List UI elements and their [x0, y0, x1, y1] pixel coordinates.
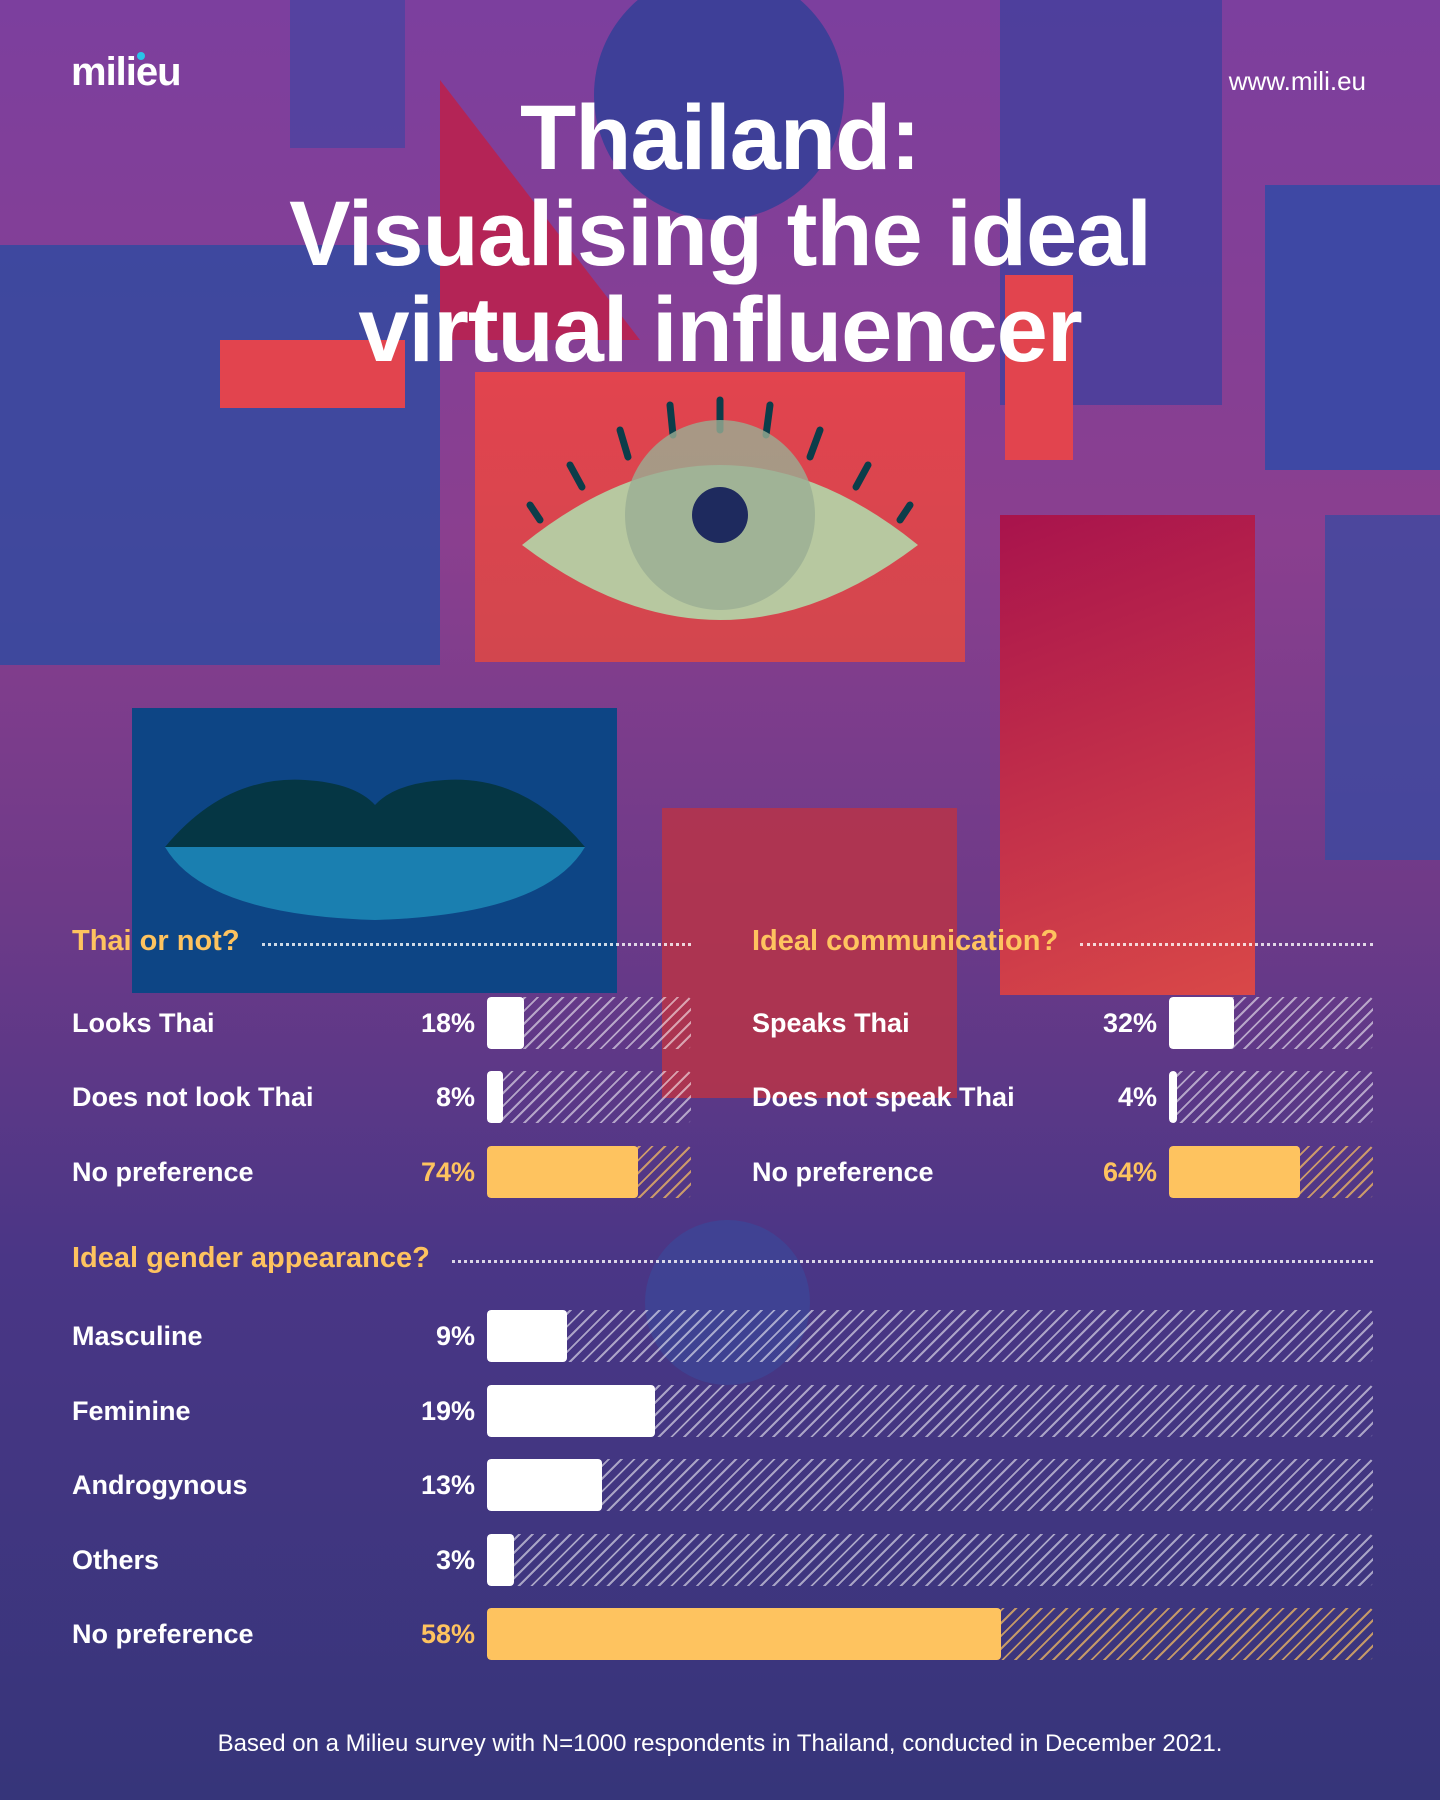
bar-label: Does not speak Thai [752, 1081, 1015, 1112]
bar-fill [1169, 1071, 1178, 1123]
section-heading: Ideal gender appearance? [72, 1242, 1373, 1275]
bar-fill [487, 1310, 567, 1362]
bar-value: 18% [420, 1007, 475, 1038]
bar-row: Feminine 19% [72, 1385, 1373, 1437]
bar-label: Feminine [72, 1395, 191, 1426]
bar-track [487, 1146, 691, 1198]
bar-fill [1169, 997, 1235, 1049]
bar-value: 74% [420, 1156, 475, 1187]
lips-icon [165, 779, 585, 920]
dotted-divider [451, 1260, 1373, 1263]
dotted-divider [261, 943, 691, 946]
bar-row: Does not speak Thai 4% [752, 1071, 1373, 1123]
section-heading: Ideal communication? [752, 925, 1373, 958]
bar-value: 3% [435, 1544, 475, 1575]
bar-label: No preference [72, 1618, 254, 1649]
bar-track [487, 1459, 1373, 1511]
bg-block [662, 808, 957, 1098]
bar-label: No preference [72, 1156, 254, 1187]
bg-block [1005, 275, 1073, 460]
bg-block [1265, 185, 1440, 470]
dotted-divider [1080, 943, 1373, 946]
bar-track [1169, 997, 1373, 1049]
bar-track [487, 1608, 1373, 1660]
bar-fill [487, 1071, 504, 1123]
page-title: Thailand: Visualising the ideal virtual … [289, 87, 1152, 381]
bar-fill [487, 1385, 656, 1437]
bar-label: Speaks Thai [752, 1007, 910, 1038]
nose-panel [1000, 515, 1255, 995]
bar-value: 58% [420, 1618, 475, 1649]
bar-row: Masculine 9% [72, 1310, 1373, 1362]
bar-fill [487, 1459, 603, 1511]
footnote: Based on a Milieu survey with N=1000 res… [217, 1730, 1223, 1757]
bar-track [487, 1310, 1373, 1362]
bar-label: Masculine [72, 1320, 203, 1351]
bar-row: Looks Thai 18% [72, 997, 691, 1049]
website-link[interactable]: www.mili.eu [1228, 66, 1366, 96]
bg-triangle [440, 80, 640, 340]
bar-label: Looks Thai [72, 1007, 215, 1038]
bar-fill [487, 997, 524, 1049]
bar-row: No preference 64% [752, 1146, 1373, 1198]
bar-row: Androgynous 13% [72, 1459, 1373, 1511]
bar-row: No preference 74% [72, 1146, 691, 1198]
bar-fill [1169, 1146, 1300, 1198]
bg-block [220, 340, 405, 408]
bar-track [487, 1071, 691, 1123]
bg-block [0, 245, 440, 665]
bar-row: Others 3% [72, 1534, 1373, 1586]
milieu-logo: milieu [71, 50, 182, 94]
bar-track [487, 1534, 1373, 1586]
bar-row: No preference 58% [72, 1608, 1373, 1660]
bar-label: Does not look Thai [72, 1081, 314, 1112]
bar-value: 19% [420, 1395, 475, 1426]
bg-block [290, 0, 405, 148]
bar-track [487, 1385, 1373, 1437]
bar-value: 13% [420, 1469, 475, 1500]
bar-value: 32% [1102, 1007, 1157, 1038]
bar-track [487, 997, 691, 1049]
bg-block [1325, 515, 1440, 860]
bar-label: Androgynous [72, 1469, 248, 1500]
bar-fill [487, 1146, 638, 1198]
bar-track [1169, 1146, 1373, 1198]
bar-label: No preference [752, 1156, 934, 1187]
bar-row: Does not look Thai 8% [72, 1071, 691, 1123]
bar-value: 9% [435, 1320, 475, 1351]
eye-icon [522, 396, 918, 620]
bar-value: 4% [1117, 1081, 1157, 1112]
section-heading: Thai or not? [72, 925, 691, 958]
bar-label: Others [72, 1544, 160, 1575]
bar-fill [487, 1534, 514, 1586]
bar-value: 64% [1102, 1156, 1157, 1187]
bar-track [1169, 1071, 1373, 1123]
bar-fill [487, 1608, 1001, 1660]
bar-value: 8% [435, 1081, 475, 1112]
bar-row: Speaks Thai 32% [752, 997, 1373, 1049]
